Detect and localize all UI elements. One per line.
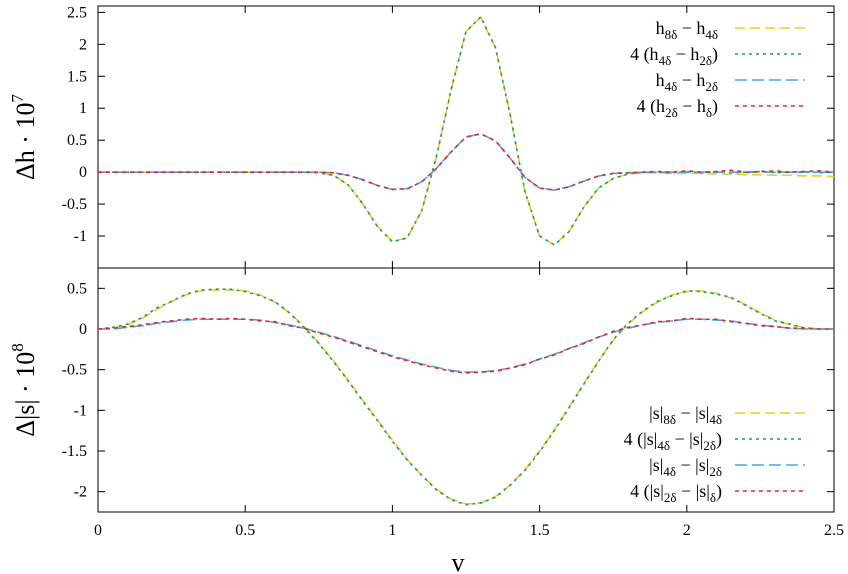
y-tick-label: -0.5: [62, 196, 87, 213]
y-tick-label: -1: [74, 228, 87, 245]
y-tick-label: 0: [79, 321, 87, 338]
legend-label: |s|8δ​ − |s|4δ​: [649, 403, 722, 427]
y-tick-label: 0: [79, 164, 87, 181]
x-tick-label: 1: [388, 522, 396, 539]
x-tick-label: 0.5: [235, 522, 255, 539]
series-line-2-4: [97, 317, 834, 374]
plot-frame-1: [97, 5, 835, 269]
legend-label: 4 (h4δ​ − h2δ​): [630, 44, 718, 68]
series-line-2-2: [97, 288, 834, 506]
series-line-2-1: [97, 289, 834, 505]
legend-label: |s|4δ​ − |s|2δ​: [649, 455, 722, 479]
y-tick-label: -1.5: [62, 443, 87, 460]
plot-frame-2: [97, 267, 835, 513]
legend-label: h8δ​ − h4δ​: [656, 18, 718, 42]
y-tick-label: 0.5: [67, 132, 87, 149]
y-tick-label: -0.5: [62, 362, 87, 379]
y-tick-label: -2: [74, 484, 87, 501]
y-tick-label: 0.5: [67, 280, 87, 297]
y-tick-label: -1: [74, 402, 87, 419]
legend-label: 4 (|s|2δ​ − |s|δ​): [630, 481, 722, 505]
y-tick-label: 1.5: [67, 68, 87, 85]
legend-label: 4 (|s|4δ​ − |s|2δ​): [624, 429, 722, 453]
y-tick-label: 2.5: [67, 4, 87, 21]
series-line-1-3: [98, 132, 834, 191]
x-tick-label: 0: [94, 522, 102, 539]
series-line-1-1: [98, 16, 835, 246]
y-axis-label: Δ|s| · 108: [8, 343, 40, 436]
x-tick-label: 1.5: [530, 522, 550, 539]
x-tick-label: 2: [683, 522, 691, 539]
y-axis-label: Δh · 107: [8, 94, 40, 180]
series-line-2-3: [98, 318, 834, 373]
series-line-1-2: [98, 15, 835, 246]
y-tick-label: 2: [79, 36, 87, 53]
x-axis-label: v: [452, 548, 465, 574]
x-tick-label: 2.5: [824, 522, 844, 539]
y-tick-label: 1: [79, 100, 87, 117]
series-line-1-4: [98, 132, 835, 191]
legend-label: h4δ​ − h2δ​: [656, 70, 718, 94]
legend-label: 4 (h2δ​ − hδ​): [637, 96, 718, 120]
